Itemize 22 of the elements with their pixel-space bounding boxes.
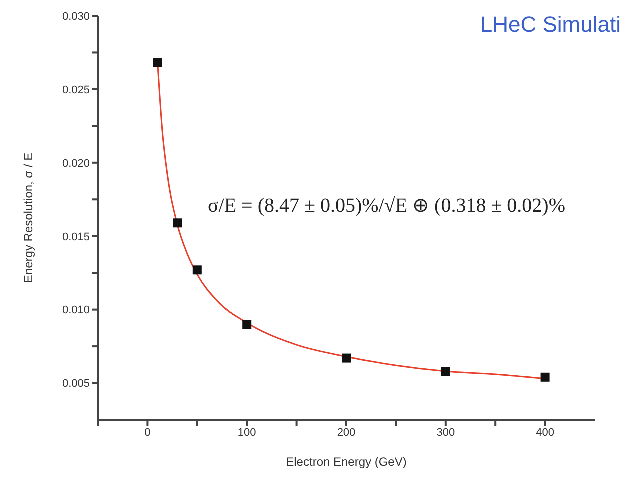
x-tick-label: 0 [144, 426, 151, 439]
y-tick-label: 0.005 [62, 378, 90, 390]
x-tick-label: 100 [238, 426, 256, 439]
chart-title: LHeC Simulati [480, 12, 621, 38]
x-tick-label: 200 [337, 426, 356, 439]
point [540, 372, 550, 382]
text: 0.010 [62, 304, 90, 317]
x-axis-title: Electron Energy (GeV) [286, 455, 407, 469]
point [192, 266, 202, 275]
point [342, 354, 351, 363]
point [173, 218, 182, 228]
text: 0.020 [62, 158, 90, 170]
point [441, 367, 450, 376]
text: 0.030 [62, 10, 90, 23]
y-tick-label: 0.025 [62, 84, 90, 96]
x-tick-label: 300 [436, 426, 456, 439]
annotation: σ/E = (8.47 ± 0.05)%/√E ⊕ (0.318 ± 0.02)% [208, 194, 566, 218]
point [153, 58, 162, 68]
y-tick-label: 0.015 [62, 231, 90, 244]
x-tick-label: 400 [536, 426, 554, 439]
y-axis-title: Energy Resolution, σ / E [21, 152, 36, 284]
point [242, 320, 252, 330]
